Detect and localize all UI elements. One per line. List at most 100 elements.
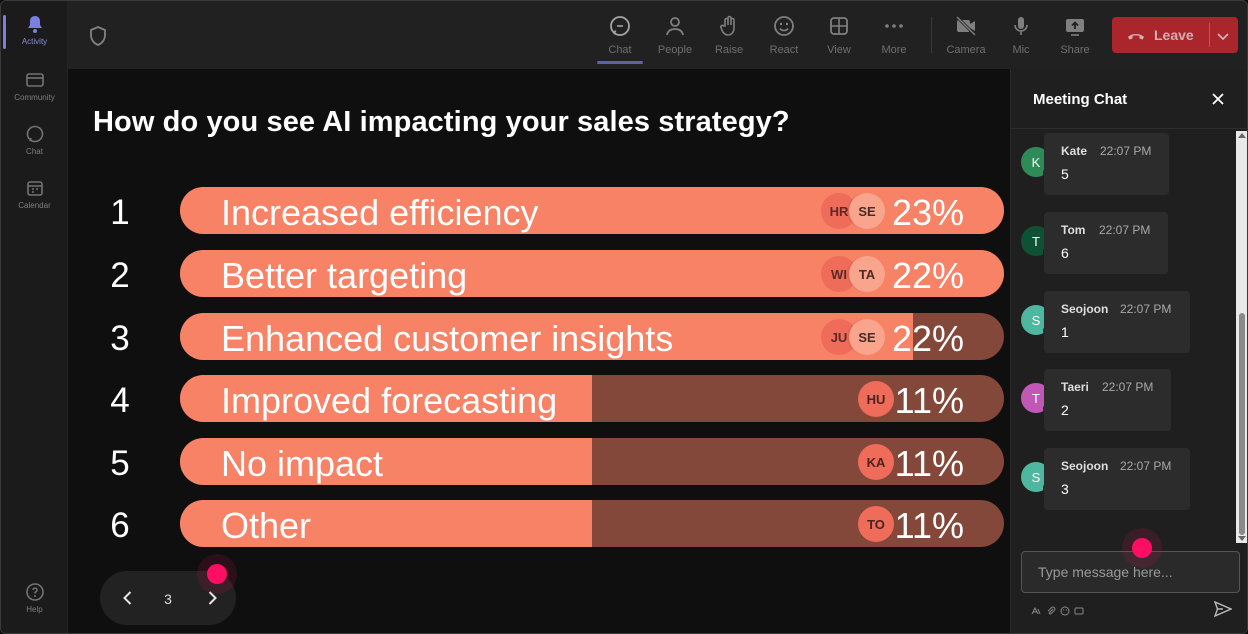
chat-message: T Taeri 22:07 PM 2 <box>1011 369 1241 433</box>
poll-option-fill <box>180 438 592 485</box>
toolbar-raise-button[interactable]: Raise <box>704 9 754 63</box>
emoji-icon[interactable] <box>1060 603 1070 616</box>
rail-label: Calendar <box>18 201 51 210</box>
poll-option-number: 3 <box>110 319 130 358</box>
message-timestamp: 22:07 PM <box>1120 459 1172 473</box>
rail-item-activity[interactable]: Activity <box>1 7 68 57</box>
message-author: Taeri <box>1061 380 1089 394</box>
help-icon <box>24 581 46 603</box>
scroll-up-icon[interactable] <box>1238 133 1246 138</box>
chat-scrollbar[interactable] <box>1236 131 1247 543</box>
toolbar-camera-button[interactable]: Camera <box>941 9 991 63</box>
message-timestamp: 22:07 PM <box>1099 223 1151 237</box>
poll-option-row: 5 No impact KA 11% <box>68 438 1010 486</box>
poll-option-row: 2 Better targeting WI TA 22% <box>68 250 1010 298</box>
calendar-icon <box>24 177 46 199</box>
chat-message: T Tom 22:07 PM 6 <box>1011 212 1241 276</box>
meeting-toolbar: Chat People Raise React View <box>68 1 1247 69</box>
poll-option-row: 3 Enhanced customer insights JU SE 22% <box>68 313 1010 361</box>
chat-message-input[interactable] <box>1021 551 1240 593</box>
shield-icon <box>88 25 108 47</box>
toolbar-view-button[interactable]: View <box>814 9 864 63</box>
message-text: 2 <box>1061 402 1069 418</box>
message-author: Seojoon <box>1061 302 1109 316</box>
rail-item-community[interactable]: Community <box>1 63 68 113</box>
poll-option-label: Enhanced customer insights <box>221 318 674 359</box>
chat-message: K Kate 22:07 PM 5 <box>1011 133 1241 197</box>
poll-option-percent: 11% <box>894 505 964 546</box>
page-number: 3 <box>164 591 172 607</box>
toolbar-react-button[interactable]: React <box>759 9 809 63</box>
scroll-down-icon[interactable] <box>1238 536 1246 541</box>
poll-option-label: Better targeting <box>221 255 468 296</box>
pointer-highlight <box>207 564 227 584</box>
poll-option-percent: 11% <box>894 443 964 484</box>
toolbar-label: View <box>827 44 851 56</box>
poll-option-bar: Enhanced customer insights JU SE 22% <box>180 313 1004 360</box>
leave-divider <box>1209 23 1210 47</box>
poll-option-number: 4 <box>110 381 130 420</box>
poll-option-fill <box>180 313 913 360</box>
mic-icon <box>1008 13 1034 39</box>
poll-option-number: 2 <box>110 256 130 295</box>
message-bubble[interactable]: Taeri 22:07 PM 2 <box>1044 369 1171 431</box>
toolbar-more-button[interactable]: More <box>869 9 919 63</box>
previous-page-button[interactable] <box>118 588 138 613</box>
message-bubble[interactable]: Seojoon 22:07 PM 1 <box>1044 291 1190 353</box>
chevron-down-icon[interactable] <box>1216 29 1230 47</box>
people-icon <box>662 13 688 39</box>
rail-item-calendar[interactable]: Calendar <box>1 171 68 221</box>
toolbar-people-button[interactable]: People <box>650 9 700 63</box>
poll-option-bar: Improved forecasting HU 11% <box>180 375 1004 422</box>
hand-icon <box>716 13 742 39</box>
poll-option-row: 4 Improved forecasting HU 11% <box>68 375 1010 423</box>
message-author: Kate <box>1061 144 1088 158</box>
rail-label: Community <box>14 93 55 102</box>
message-timestamp: 22:07 PM <box>1120 302 1172 316</box>
rail-item-help[interactable]: Help <box>1 575 68 625</box>
toolbar-divider <box>931 17 932 53</box>
leave-button[interactable]: Leave <box>1112 17 1238 53</box>
message-bubble[interactable]: Seojoon 22:07 PM 3 <box>1044 448 1190 510</box>
poll-option-label: Other <box>221 505 312 546</box>
poll-option-row: 1 Increased efficiency HR SE 23% <box>68 187 1010 235</box>
poll-option-number: 5 <box>110 444 130 483</box>
message-bubble[interactable]: Tom 22:07 PM 6 <box>1044 212 1168 274</box>
chat-icon <box>607 13 633 39</box>
poll-option-label: Increased efficiency <box>221 192 539 233</box>
pointer-highlight <box>1132 538 1152 558</box>
community-icon <box>24 69 46 91</box>
toolbar-label: Chat <box>608 44 632 56</box>
close-icon[interactable] <box>1210 91 1226 107</box>
rail-item-chat[interactable]: Chat <box>1 117 68 167</box>
toolbar-chat-button[interactable]: Chat <box>595 9 645 64</box>
scrollbar-thumb[interactable] <box>1239 313 1245 535</box>
voter-avatar: HR <box>821 193 857 229</box>
send-icon[interactable] <box>1213 600 1233 622</box>
toolbar-share-button[interactable]: Share <box>1050 9 1100 63</box>
attach-icon[interactable] <box>1046 603 1056 615</box>
toolbar-label: Raise <box>714 44 744 56</box>
grid-icon <box>826 13 852 39</box>
message-bubble[interactable]: Kate 22:07 PM 5 <box>1044 133 1169 195</box>
toolbar-mic-button[interactable]: Mic <box>996 9 1046 63</box>
meeting-chat-panel: Meeting Chat K Kate 22:07 PM 5 T Tom 22:07 PM 6… <box>1010 69 1247 633</box>
voter-avatar: TA <box>849 256 885 292</box>
message-author: Tom <box>1061 223 1086 237</box>
poll-option-bar: Better targeting WI TA 22% <box>180 250 1004 297</box>
message-text: 5 <box>1061 166 1069 182</box>
chat-icon <box>24 123 46 145</box>
toolbar-label: Camera <box>946 44 986 56</box>
gif-icon[interactable] <box>1074 603 1084 615</box>
toolbar-label: React <box>769 44 799 56</box>
chat-header: Meeting Chat <box>1011 69 1247 129</box>
format-icon[interactable] <box>1031 603 1041 615</box>
smiley-icon <box>771 13 797 39</box>
message-text: 1 <box>1061 324 1069 340</box>
poll-option-row: 6 Other TO 11% <box>68 500 1010 548</box>
hang-up-icon <box>1126 26 1146 49</box>
poll-option-label: No impact <box>221 443 384 484</box>
next-page-button[interactable] <box>202 588 222 613</box>
poll-option-percent: 11% <box>894 380 964 421</box>
